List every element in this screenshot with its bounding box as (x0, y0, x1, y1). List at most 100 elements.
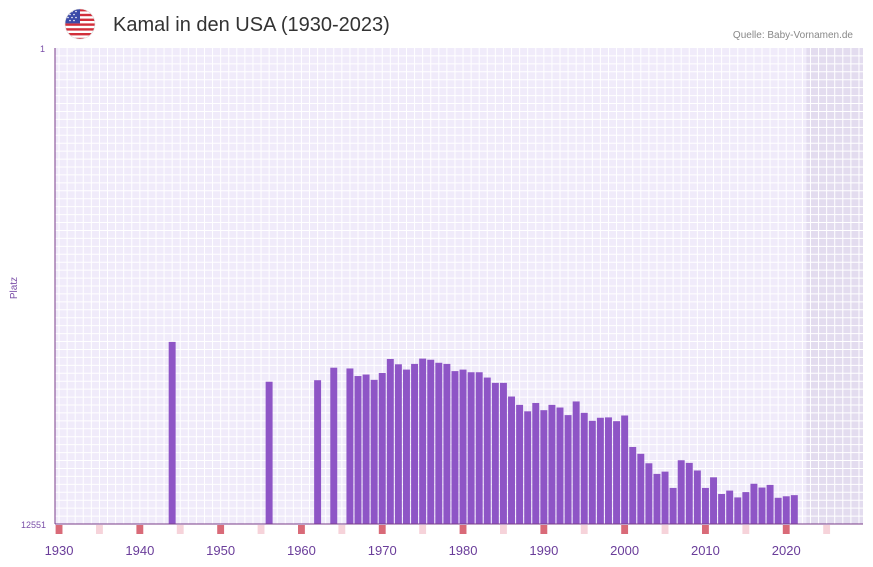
bar-1980 (459, 369, 467, 524)
x-tick-1940: 1940 (125, 543, 154, 558)
x-tick-1990: 1990 (529, 543, 558, 558)
bar-2019 (774, 497, 782, 524)
bar-2010 (701, 487, 709, 524)
decade-marker-1980 (459, 525, 467, 534)
bar-2021 (790, 495, 798, 524)
bar-2016 (750, 483, 758, 524)
bar-1976 (427, 359, 435, 524)
bar-1967 (354, 376, 362, 524)
bar-2003 (645, 463, 653, 524)
bar-1987 (516, 404, 524, 524)
bar-1979 (451, 371, 459, 524)
x-tick-1930: 1930 (45, 543, 74, 558)
bar-2002 (637, 453, 645, 524)
chart-header: Kamal in den USA (1930-2023) Quelle: Bab… (0, 0, 873, 48)
x-tick-1970: 1970 (368, 543, 397, 558)
bar-1990 (540, 410, 548, 524)
bar-series (168, 341, 798, 524)
y-tick-labels: 1 12551 (21, 44, 46, 530)
bar-1944 (168, 341, 176, 524)
bar-1994 (572, 401, 580, 524)
bar-2012 (718, 493, 726, 524)
bar-2017 (758, 487, 766, 524)
half-decade-marker-2025 (823, 525, 831, 534)
decade-marker-1990 (540, 525, 548, 534)
bar-1997 (596, 417, 604, 524)
decade-marker-1970 (378, 525, 386, 534)
bar-1993 (564, 415, 572, 524)
bar-1992 (556, 407, 564, 524)
year-markers (55, 525, 831, 534)
bar-1982 (475, 372, 483, 524)
bar-1978 (443, 363, 451, 524)
y-tick-top: 1 (40, 44, 45, 54)
bar-1988 (524, 411, 532, 524)
x-tick-2020: 2020 (772, 543, 801, 558)
bar-1956 (265, 381, 273, 524)
bar-1977 (435, 362, 443, 524)
x-tick-labels: 1930 1940 1950 1960 1970 1980 1990 2000 2010 2020 (45, 543, 801, 558)
bar-1962 (314, 380, 322, 524)
y-tick-bottom: 12551 (21, 520, 46, 530)
decade-marker-1930 (55, 525, 63, 534)
bar-2001 (629, 446, 637, 524)
bar-1971 (386, 358, 394, 524)
half-decade-marker-1965 (338, 525, 346, 534)
bar-1981 (467, 372, 475, 524)
x-tick-2010: 2010 (691, 543, 720, 558)
bar-1973 (403, 369, 410, 524)
bar-2014 (734, 497, 742, 524)
bar-1989 (532, 402, 540, 524)
bar-1985 (499, 382, 507, 524)
half-decade-marker-1935 (96, 525, 103, 534)
bar-2008 (685, 462, 693, 524)
half-decade-marker-1995 (580, 525, 588, 534)
bar-1998 (605, 417, 612, 524)
us-flag-icon (64, 8, 96, 40)
bar-2004 (653, 473, 661, 524)
decade-marker-2020 (782, 525, 790, 534)
x-tick-2000: 2000 (610, 543, 639, 558)
half-decade-marker-1955 (257, 525, 265, 534)
half-decade-marker-1945 (176, 525, 184, 534)
decade-marker-2000 (621, 525, 629, 534)
bar-2000 (621, 415, 629, 524)
half-decade-marker-2015 (742, 525, 750, 534)
bar-2006 (669, 487, 677, 524)
bar-2005 (661, 471, 669, 524)
bar-2015 (742, 492, 750, 524)
decade-marker-2010 (702, 525, 709, 534)
bar-2009 (693, 470, 701, 524)
bar-1996 (588, 420, 596, 524)
bar-1984 (491, 382, 499, 524)
bar-1991 (548, 404, 556, 524)
x-tick-1960: 1960 (287, 543, 316, 558)
bar-1966 (346, 368, 354, 524)
bar-1964 (330, 367, 338, 524)
source-credit: Quelle: Baby-Vornamen.de (732, 30, 853, 41)
bar-2011 (710, 477, 717, 524)
decade-marker-1950 (217, 525, 225, 534)
y-axis-label: Platz (9, 277, 20, 299)
bar-1969 (370, 379, 378, 524)
decade-marker-1940 (136, 525, 144, 534)
bar-1974 (411, 363, 419, 524)
bar-1975 (419, 358, 427, 524)
bar-2018 (766, 484, 774, 524)
chart-axes (54, 48, 863, 525)
bar-1995 (580, 412, 588, 524)
half-decade-marker-1985 (500, 525, 507, 534)
plot-grid (55, 48, 863, 524)
x-tick-1950: 1950 (206, 543, 235, 558)
half-decade-marker-1975 (419, 525, 427, 534)
bar-2013 (726, 490, 734, 524)
bar-2007 (677, 460, 685, 524)
bar-1972 (394, 364, 402, 524)
bar-1983 (483, 377, 491, 524)
bar-1986 (508, 396, 515, 524)
bar-1968 (362, 374, 370, 524)
x-tick-1980: 1980 (449, 543, 478, 558)
decade-marker-1960 (298, 525, 305, 534)
bar-1999 (613, 421, 621, 524)
